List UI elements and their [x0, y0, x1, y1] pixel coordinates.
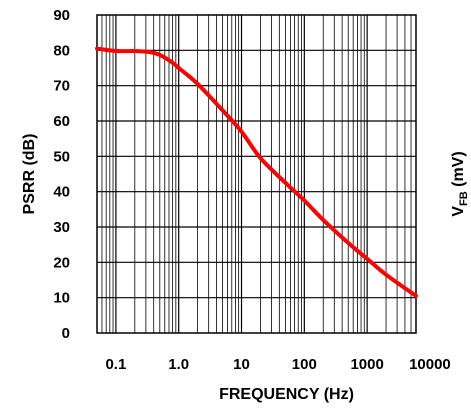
y-tick-label: 60 [53, 113, 70, 130]
y-tick-label: 0 [62, 325, 70, 342]
y-tick-label: 80 [53, 42, 70, 59]
minor-gridlines [101, 15, 412, 333]
y-axis-title: PSRR (dB) [21, 134, 38, 215]
y-tick-label: 10 [53, 290, 70, 307]
y-tick-label: 20 [53, 254, 70, 271]
right-axis-title: VFB (mV) [450, 151, 470, 216]
plot-frame [96, 14, 417, 334]
y-tick-label: 70 [53, 78, 70, 95]
x-tick-label: 10000 [409, 356, 451, 373]
y-tick-label: 50 [53, 148, 70, 165]
x-axis-title: FREQUENCY (Hz) [219, 386, 354, 403]
x-tick-label: 100 [292, 356, 317, 373]
major-gridlines [97, 15, 416, 333]
x-tick-label: 10 [233, 356, 250, 373]
y-tick-label: 90 [53, 7, 70, 24]
y-tick-label: 40 [53, 184, 70, 201]
right-axis-title-unit: (mV) [450, 151, 467, 191]
psrr-curve [95, 46, 418, 298]
x-tick-label: 0.1 [105, 356, 126, 373]
right-axis-title-subscript: FB [458, 191, 470, 206]
x-tick-label: 1000 [350, 356, 383, 373]
x-tick-label: 1.0 [168, 356, 189, 373]
right-axis-title-main: V [450, 206, 467, 217]
y-tick-label: 30 [53, 219, 70, 236]
